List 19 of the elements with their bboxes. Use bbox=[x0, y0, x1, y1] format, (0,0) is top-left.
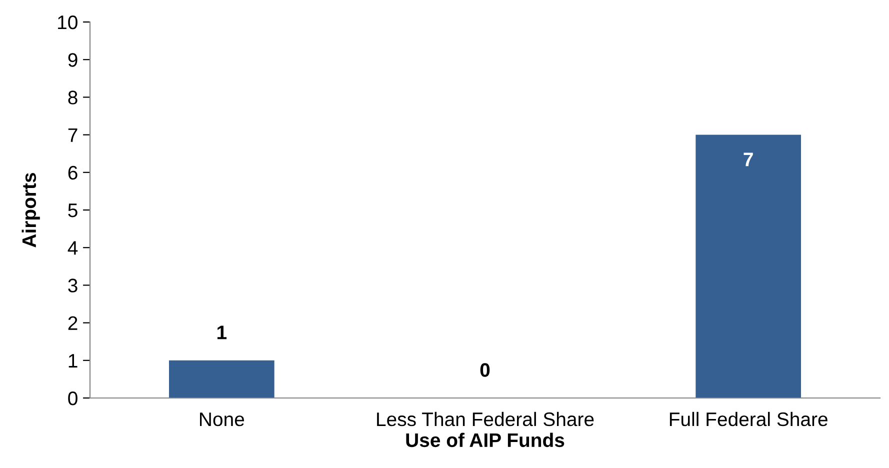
y-tick-label: 0 bbox=[68, 391, 78, 406]
y-tick-label: 3 bbox=[68, 278, 78, 292]
x-tick-label: Full Federal Share bbox=[670, 412, 828, 426]
y-tick-label: 4 bbox=[68, 241, 78, 255]
y-tick-label: 9 bbox=[68, 53, 78, 67]
data-label: 7 bbox=[744, 152, 753, 166]
y-tick-label: 2 bbox=[68, 316, 78, 330]
y-tick-label: 5 bbox=[68, 204, 78, 218]
x-tick-label: None bbox=[200, 412, 244, 426]
y-tick-label: 6 bbox=[68, 166, 78, 180]
data-label: 1 bbox=[217, 326, 227, 340]
y-tick-label: 10 bbox=[58, 15, 78, 30]
data-label: 0 bbox=[480, 363, 490, 377]
y-tick-label: 7 bbox=[68, 128, 78, 142]
x-tick-label: Less Than Federal Share bbox=[377, 412, 594, 426]
x-axis-title: Use of AIP Funds bbox=[406, 432, 564, 448]
y-tick-label: 1 bbox=[68, 354, 78, 368]
y-tick-label: 8 bbox=[68, 90, 78, 104]
y-axis-title: Airports bbox=[22, 172, 40, 248]
